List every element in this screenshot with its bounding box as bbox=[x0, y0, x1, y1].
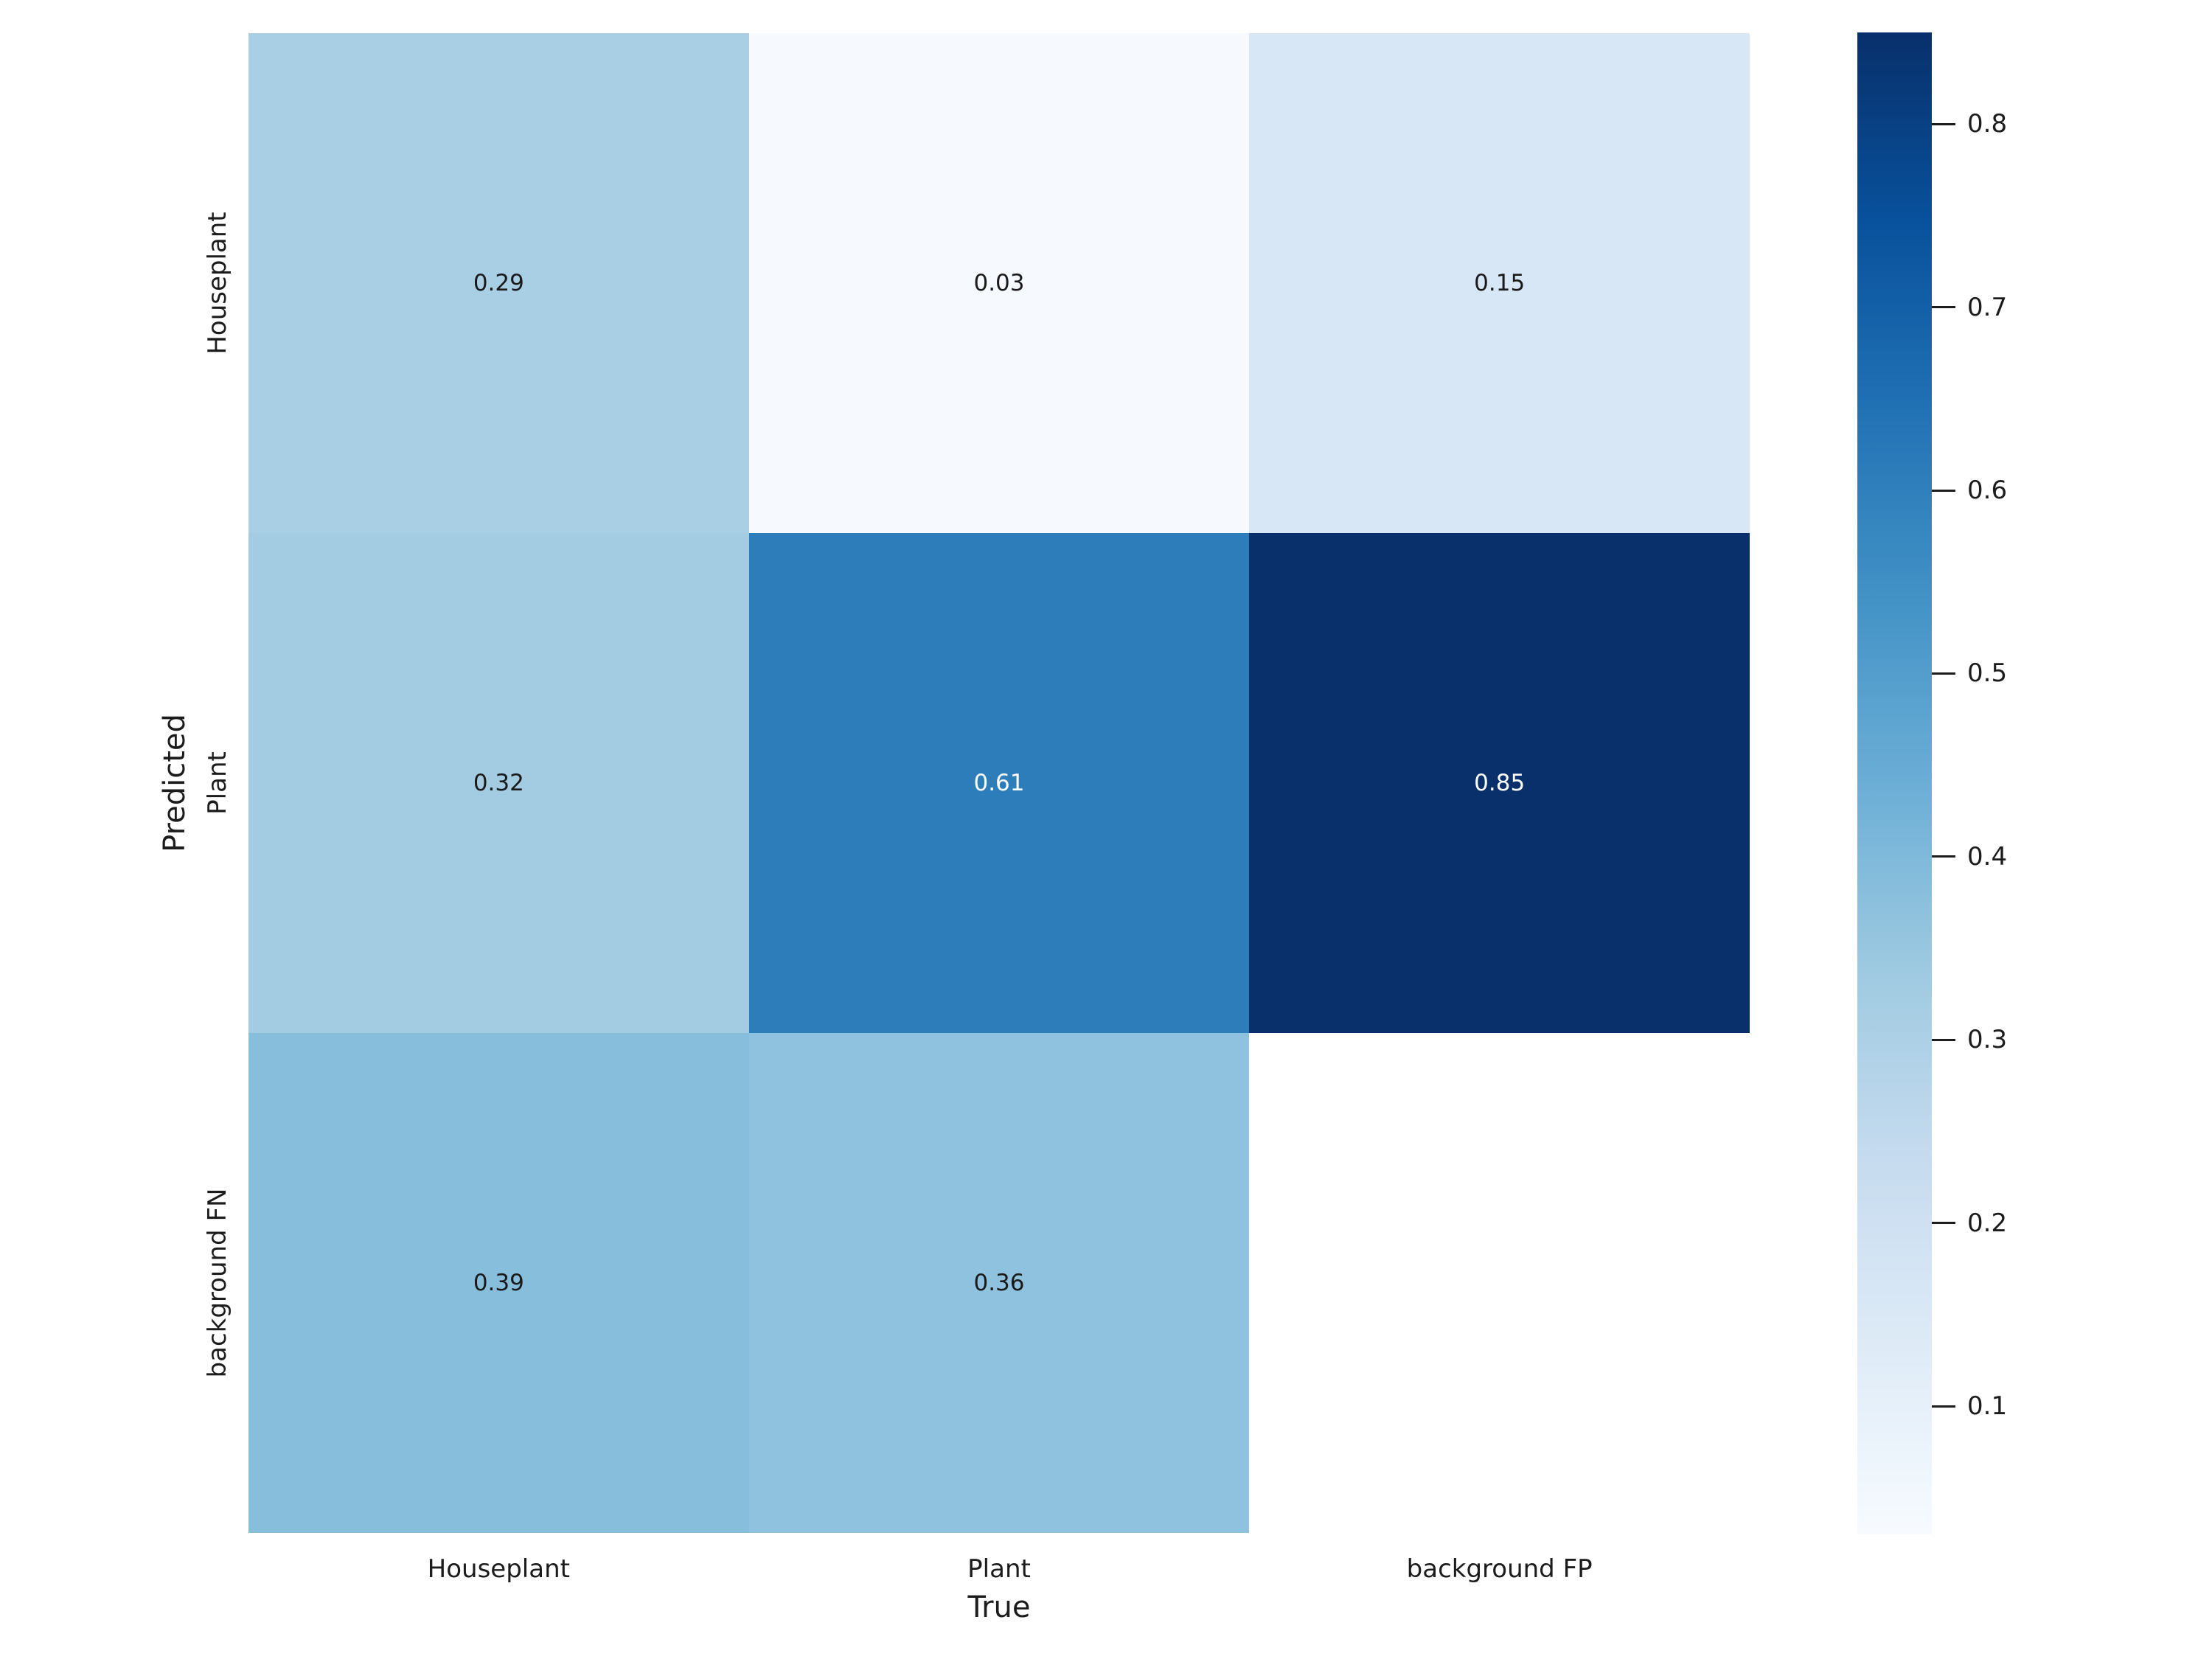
heatmap-cell-Plant-Houseplant: 0.32 bbox=[248, 533, 749, 1033]
cell-value-label: 0.32 bbox=[473, 769, 524, 796]
colorbar-tick-mark-0.5 bbox=[1932, 672, 1955, 675]
cell-value-label: 0.85 bbox=[1474, 769, 1526, 796]
cell-value-label: 0.15 bbox=[1474, 269, 1526, 296]
cell-value-label: 0.36 bbox=[973, 1269, 1025, 1296]
colorbar-tick-mark-0.3 bbox=[1932, 1038, 1955, 1041]
heatmap-plot-area: 0.29 0.03 0.15 0.32 0.61 0.85 0.39 0.36 bbox=[248, 33, 1750, 1533]
y-axis-title: Predicted bbox=[158, 714, 192, 852]
cell-value-label: 0.61 bbox=[973, 769, 1025, 796]
colorbar-tick-label-0.5: 0.5 bbox=[1967, 658, 2008, 689]
colorbar-tick-mark-0.4 bbox=[1932, 855, 1955, 858]
heatmap-cell-background FN-background FP bbox=[1249, 1033, 1750, 1533]
x-tick-label-Plant: Plant bbox=[967, 1554, 1031, 1584]
cell-value-label: 0.39 bbox=[473, 1269, 524, 1296]
x-axis-title: True bbox=[967, 1590, 1031, 1624]
colorbar-tick-label-0.4: 0.4 bbox=[1967, 841, 2008, 872]
colorbar-tick-mark-0.6 bbox=[1932, 489, 1955, 492]
heatmap-cell-Houseplant-background FP: 0.15 bbox=[1249, 33, 1750, 533]
colorbar-tick-label-0.8: 0.8 bbox=[1967, 109, 2008, 139]
colorbar-tick-label-0.6: 0.6 bbox=[1967, 476, 2008, 506]
cell-value-label: 0.03 bbox=[973, 269, 1025, 296]
heatmap-cell-Plant-background FP: 0.85 bbox=[1249, 533, 1750, 1033]
colorbar-gradient bbox=[1857, 32, 1932, 1534]
colorbar-tick-label-0.3: 0.3 bbox=[1967, 1025, 2008, 1055]
heatmap-cell-Houseplant-Plant: 0.03 bbox=[748, 33, 1250, 533]
colorbar-tick-label-0.2: 0.2 bbox=[1967, 1208, 2008, 1238]
y-tick-label-Houseplant: Houseplant bbox=[203, 212, 232, 355]
y-tick-label-Plant: Plant bbox=[203, 751, 232, 815]
colorbar-tick-mark-0.7 bbox=[1932, 306, 1955, 309]
heatmap-cell-Houseplant-Houseplant: 0.29 bbox=[248, 33, 749, 533]
colorbar-tick-label-0.1: 0.1 bbox=[1967, 1391, 2008, 1422]
colorbar-tick-mark-0.1 bbox=[1932, 1405, 1955, 1408]
heatmap-cell-Plant-Plant: 0.61 bbox=[748, 533, 1250, 1033]
colorbar-tick-label-0.7: 0.7 bbox=[1967, 292, 2008, 322]
colorbar-tick-mark-0.8 bbox=[1932, 122, 1955, 125]
cell-value-label: 0.29 bbox=[473, 269, 524, 296]
y-tick-label-background FN: background FN bbox=[203, 1188, 232, 1378]
colorbar-tick-mark-0.2 bbox=[1932, 1222, 1955, 1225]
x-tick-label-Houseplant: Houseplant bbox=[427, 1554, 570, 1584]
heatmap-cell-background FN-Houseplant: 0.39 bbox=[248, 1033, 749, 1533]
heatmap-cell-background FN-Plant: 0.36 bbox=[748, 1033, 1250, 1533]
x-tick-label-background FP: background FP bbox=[1406, 1554, 1593, 1584]
